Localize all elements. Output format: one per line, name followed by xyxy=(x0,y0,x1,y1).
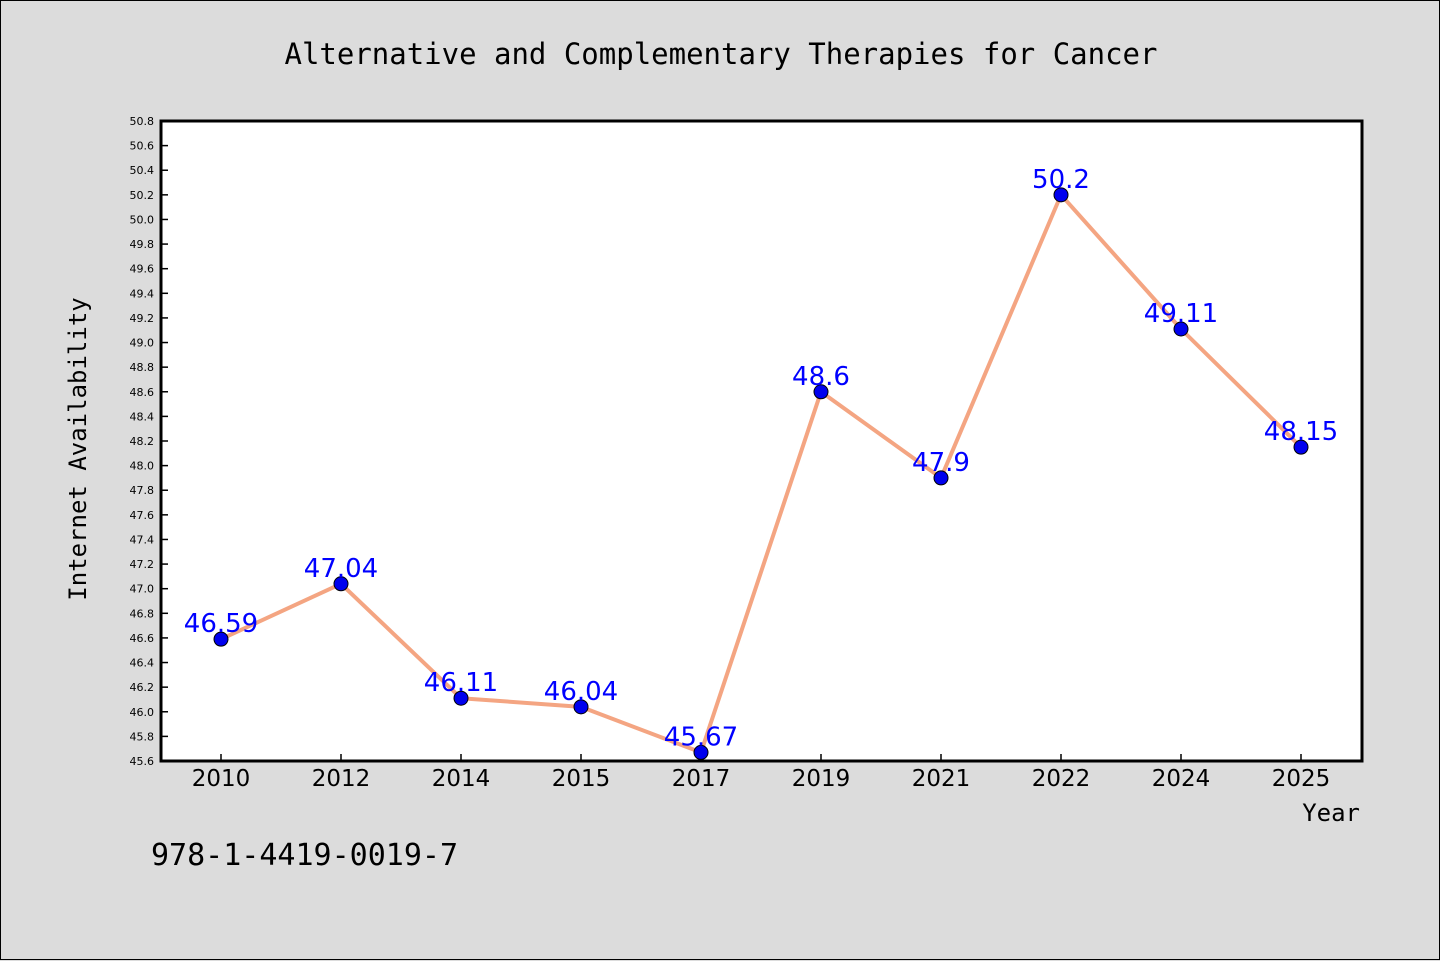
plot-area xyxy=(159,119,1364,763)
x-tick-label: 2012 xyxy=(312,766,371,792)
data-label: 47.9 xyxy=(912,448,970,478)
data-point xyxy=(1053,187,1069,203)
y-tick-label: 46.0 xyxy=(130,706,155,719)
data-point xyxy=(813,384,829,400)
data-point xyxy=(933,470,949,486)
y-tick-label: 47.6 xyxy=(130,509,155,522)
x-tick-label: 2022 xyxy=(1032,766,1091,792)
data-labels: 46.59 47.04 46.11 46.04 45.67 48.6 47.9 50.2 49.… xyxy=(184,165,1338,753)
y-tick-label: 49.0 xyxy=(130,337,155,350)
data-point xyxy=(1173,321,1189,337)
data-label: 48.6 xyxy=(792,362,850,392)
x-tick-label: 2010 xyxy=(192,766,251,792)
y-tick-label: 48.6 xyxy=(130,386,155,399)
x-tick-label: 2019 xyxy=(792,766,851,792)
y-tick-label: 48.0 xyxy=(130,460,155,473)
y-tick-label: 47.0 xyxy=(130,583,155,596)
y-tick-label: 48.8 xyxy=(130,361,155,374)
y-tick-label: 47.4 xyxy=(130,533,155,546)
series-line xyxy=(220,192,1303,755)
data-label: 49.11 xyxy=(1144,299,1218,329)
isbn-annotation: 978-1-4419-0019-7 xyxy=(151,838,458,873)
data-point xyxy=(333,576,349,592)
y-tick-label: 46.4 xyxy=(130,657,155,670)
data-label: 45.67 xyxy=(664,722,738,752)
chart-title: Alternative and Complementary Therapies … xyxy=(285,37,1158,71)
data-point xyxy=(453,690,469,706)
data-point xyxy=(213,631,229,647)
x-axis: 2010 2012 2014 2015 2017 2019 2021 2022 2024 2025 xyxy=(192,754,1331,792)
x-tick-label: 2015 xyxy=(552,766,611,792)
y-tick-label: 45.6 xyxy=(130,755,155,768)
data-label: 50.2 xyxy=(1032,165,1090,195)
data-label: 48.15 xyxy=(1264,417,1338,447)
x-tick-label: 2021 xyxy=(912,766,971,792)
y-tick-label: 50.4 xyxy=(130,164,155,177)
data-label: 47.04 xyxy=(304,554,378,584)
data-point xyxy=(573,699,589,715)
y-tick-label: 50.6 xyxy=(130,140,155,153)
y-tick-label: 47.8 xyxy=(130,484,155,497)
y-tick-label: 49.4 xyxy=(130,287,155,300)
data-label: 46.04 xyxy=(544,677,618,707)
y-tick-label: 50.2 xyxy=(130,189,155,202)
y-tick-label: 46.6 xyxy=(130,632,155,645)
y-tick-label: 50.8 xyxy=(130,115,155,128)
y-axis-label: Internet Availability xyxy=(64,297,92,600)
data-label: 46.59 xyxy=(184,609,258,639)
data-point xyxy=(693,744,709,760)
x-axis-label: Year xyxy=(1302,799,1360,827)
x-tick-label: 2017 xyxy=(672,766,731,792)
y-tick-label: 46.8 xyxy=(130,607,155,620)
y-tick-label: 45.8 xyxy=(130,730,155,743)
y-tick-label: 49.2 xyxy=(130,312,155,325)
y-axis: 45.6 45.8 46.0 46.2 46.4 46.6 46.8 47.0 47.2 47.4… xyxy=(130,115,168,768)
y-tick-label: 48.4 xyxy=(130,410,155,423)
y-tick-label: 50.0 xyxy=(130,213,155,226)
y-tick-label: 47.2 xyxy=(130,558,155,571)
y-tick-label: 49.6 xyxy=(130,263,155,276)
series-markers xyxy=(213,187,1309,760)
y-tick-label: 48.2 xyxy=(130,435,155,448)
data-point xyxy=(1293,439,1309,455)
y-tick-label: 49.8 xyxy=(130,238,155,251)
x-tick-label: 2014 xyxy=(432,766,491,792)
x-tick-label: 2024 xyxy=(1152,766,1211,792)
y-tick-label: 46.2 xyxy=(130,681,155,694)
data-label: 46.11 xyxy=(424,668,498,698)
x-tick-label: 2025 xyxy=(1272,766,1331,792)
